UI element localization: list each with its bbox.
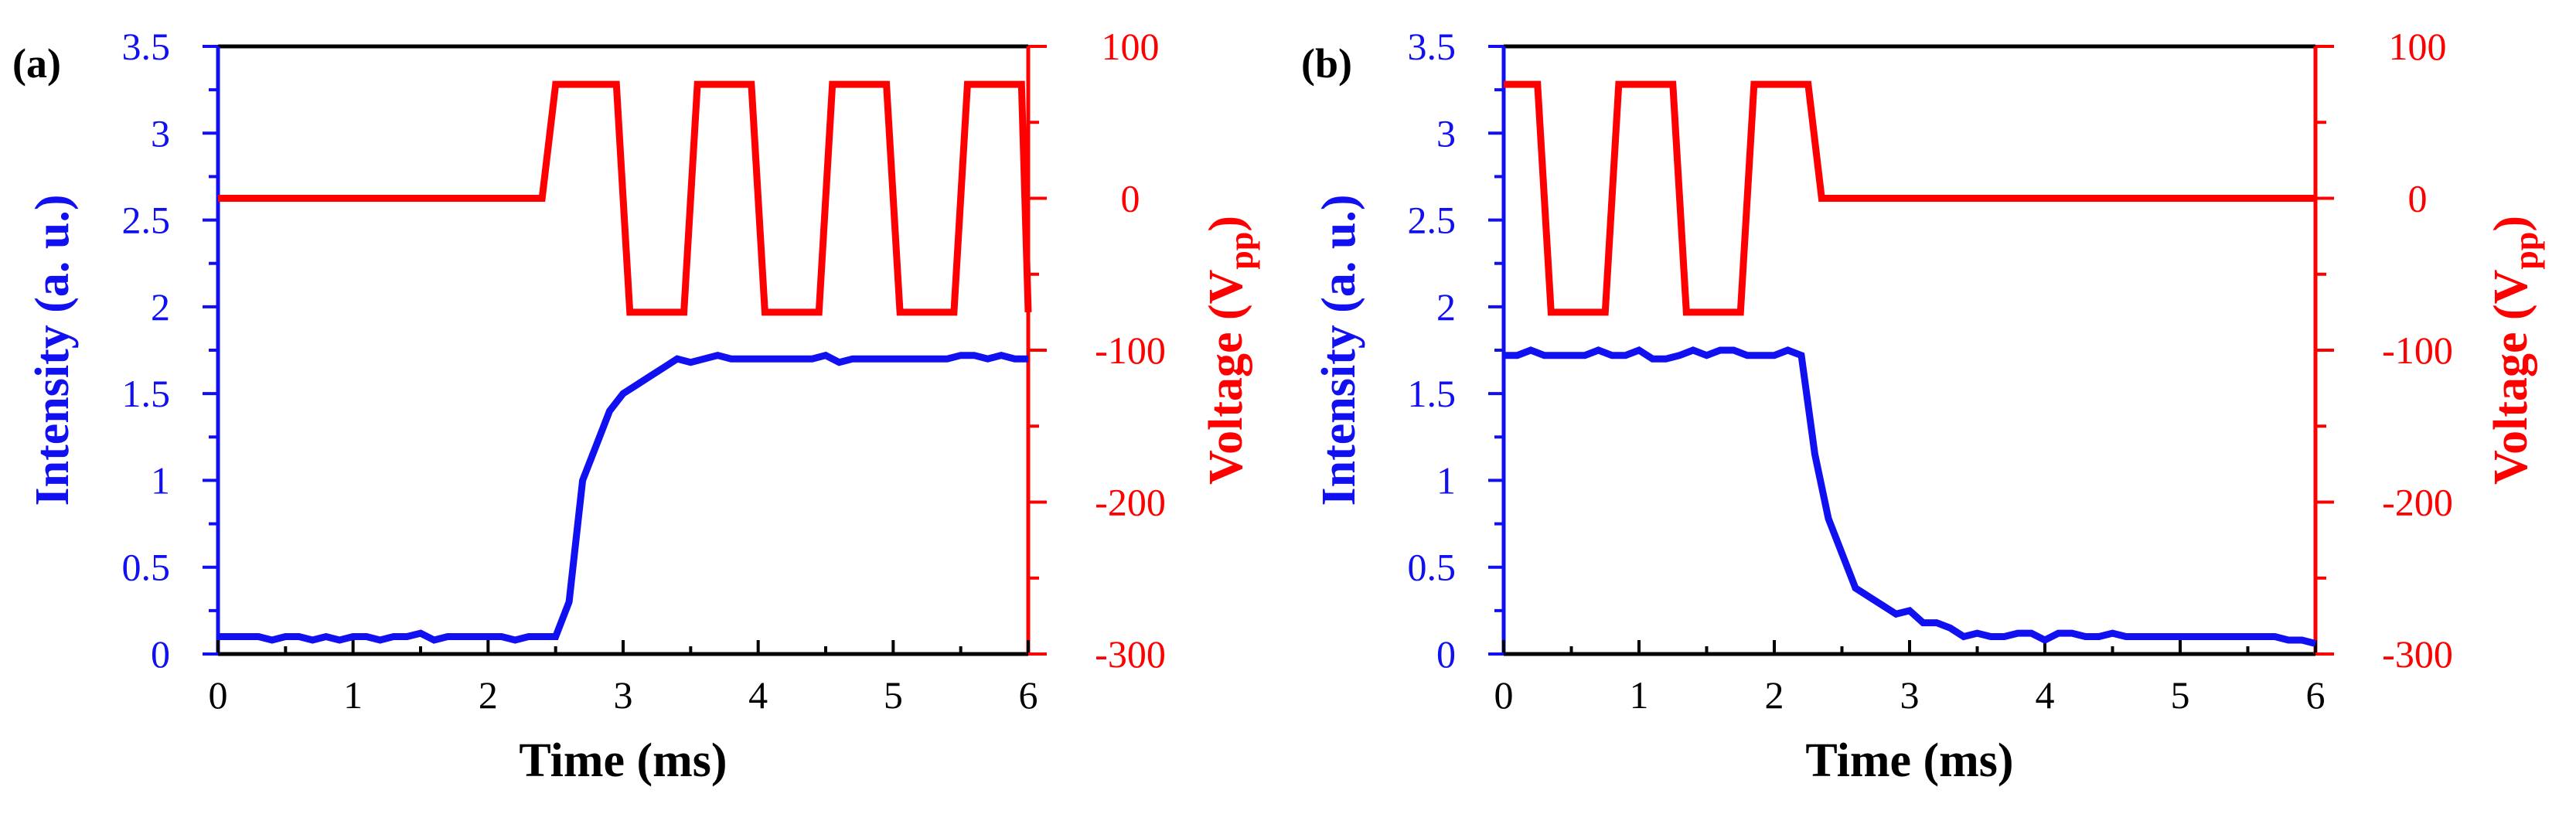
left-tick-label: 1.5	[122, 372, 171, 415]
left-tick-label: 3.5	[1408, 25, 1457, 68]
left-tick-label: 2.5	[1408, 199, 1457, 242]
right-tick-label: 100	[1102, 25, 1160, 68]
x-tick-label: 5	[884, 673, 903, 717]
left-tick-label: 1.5	[1408, 372, 1457, 415]
right-axis-title-subscript: pp	[1222, 232, 1260, 270]
right-tick-label: 100	[2389, 25, 2447, 68]
right-tick-label: -100	[1095, 329, 1166, 372]
panel-label: (a)	[12, 40, 61, 87]
left-axis-title: Intensity (a. u.)	[1313, 194, 1365, 506]
left-tick-label: 0.5	[122, 546, 171, 589]
right-axis-title-close: )	[1200, 216, 1252, 232]
right-tick-label: 0	[2408, 177, 2428, 220]
left-tick-label: 0	[151, 632, 170, 676]
x-tick-label: 3	[1900, 673, 1920, 717]
left-tick-label: 1	[1436, 458, 1456, 502]
left-tick-label: 3.5	[122, 25, 171, 68]
left-tick-label: 3	[1436, 111, 1456, 155]
voltage-series-line	[1504, 80, 2315, 316]
x-tick-label: 2	[479, 673, 498, 717]
x-tick-label: 0	[209, 673, 228, 717]
right-tick-label: 0	[1121, 177, 1140, 220]
right-tick-label: -100	[2382, 329, 2453, 372]
panel-label: (b)	[1301, 40, 1352, 87]
right-axis-title: Voltage (Vpp)	[2485, 216, 2545, 485]
left-tick-label: 0.5	[1408, 546, 1457, 589]
x-tick-label: 1	[1630, 673, 1649, 717]
x-tick-label: 2	[1765, 673, 1784, 717]
x-tick-label: 3	[614, 673, 633, 717]
left-axis-title: Intensity (a. u.)	[26, 194, 79, 506]
x-tick-label: 6	[2306, 673, 2326, 717]
left-tick-label: 0	[1436, 632, 1456, 676]
right-tick-label: -200	[2382, 481, 2453, 524]
right-tick-label: -200	[1095, 481, 1166, 524]
intensity-series-line	[218, 351, 1028, 644]
chart-panel-a: 0 1 2 3 4 5 6 0 0.5 1 1.5 2 2.5 3 3.5 -300 -200 -100 0 100 (…	[12, 25, 1260, 787]
x-axis-title: Time (ms)	[1805, 734, 2013, 787]
x-tick-label: 0	[1494, 673, 1514, 717]
right-tick-label: -300	[2382, 632, 2453, 676]
right-axis-title-main: Voltage (V	[2485, 269, 2537, 485]
left-tick-label: 1	[151, 458, 170, 502]
left-tick-label: 2.5	[122, 199, 171, 242]
voltage-series-line	[218, 80, 1032, 316]
right-axis-title-subscript: pp	[2507, 232, 2545, 270]
x-tick-label: 4	[2036, 673, 2055, 717]
x-tick-label: 5	[2171, 673, 2190, 717]
left-tick-label: 2	[1436, 285, 1456, 329]
right-axis-title-main: Voltage (V	[1200, 269, 1252, 485]
intensity-series-line	[1504, 346, 2317, 647]
right-axis-title: Voltage (Vpp)	[1200, 216, 1260, 485]
x-tick-label: 6	[1019, 673, 1038, 717]
right-tick-label: -300	[1095, 632, 1166, 676]
left-tick-label: 3	[151, 111, 170, 155]
x-axis-title: Time (ms)	[519, 734, 727, 787]
x-tick-label: 4	[748, 673, 768, 717]
chart-panel-b: 0 1 2 3 4 5 6 0 0.5 1 1.5 2 2.5 3 3.5 -300 -200 -100 0 100 (…	[1301, 25, 2545, 787]
left-tick-label: 2	[151, 285, 170, 329]
right-axis-title-close: )	[2485, 216, 2537, 232]
x-tick-label: 1	[343, 673, 363, 717]
